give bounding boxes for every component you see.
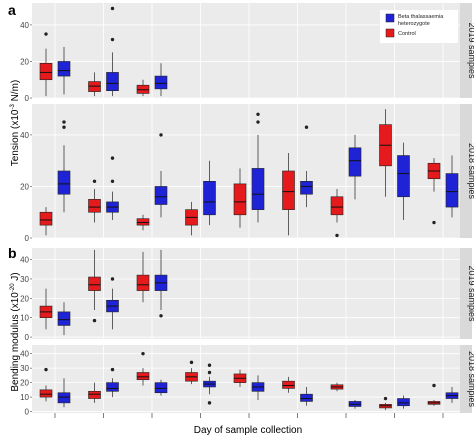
outlier-p1-f1-d4-beta-2 (207, 401, 212, 405)
box-p1-f1-d1-control (39, 389, 53, 398)
box-p0-f1-d2-control (88, 199, 101, 213)
box-p0-f0-d2-beta (106, 72, 119, 91)
facet-strip-p0-f0 (460, 3, 472, 98)
box-p0-f1-d9-beta (445, 173, 459, 208)
box-p0-f0-d1-control (39, 62, 53, 81)
facet-strip-label-p0-f0: 2019 samples (467, 22, 474, 79)
panel-letter-b: b (8, 245, 17, 261)
box-p0-f0-d3-beta (154, 75, 168, 90)
outlier-p0-f1-d5-beta-0 (256, 120, 260, 124)
legend-label-control: Control (398, 31, 416, 37)
y-tick-label-p0-f0-2: 40 (20, 21, 29, 30)
panels-layer: 0 20 40 2019 samples 0 20 40 2018 samples 0 10 20 3… (20, 3, 474, 418)
outlier-p0-f0-d2-beta-0 (110, 37, 115, 42)
legend-swatch-beta (385, 13, 395, 23)
box-p1-f1-d3-beta (154, 382, 168, 394)
legend-swatch-control (385, 28, 395, 38)
facet-strip-p0-f1 (460, 104, 472, 238)
facet-strip-p1-f1 (460, 345, 472, 413)
facet-background-p0-f1 (32, 104, 460, 238)
y-tick-label-p1-f0-2: 20 (20, 294, 29, 303)
box-p1-f1-d8-beta (397, 398, 410, 407)
outlier-p0-f1-d3-beta-0 (159, 133, 163, 137)
box-p0-f1-d1-control (39, 211, 53, 226)
marks-layer (39, 6, 459, 411)
box-p0-f1-d4-beta (203, 181, 216, 216)
facet-background-p1-f0 (32, 248, 460, 339)
box-p0-f0-d1-beta (57, 61, 71, 77)
box-p1-f1-d2-control (88, 390, 101, 399)
facet-strip-label-p0-f1: 2018 samples (467, 143, 474, 200)
box-p0-f1-d5-control (233, 183, 247, 216)
outlier-p0-f1-d2-control-0 (92, 179, 97, 184)
outlier-p0-f1-d1-beta-0 (62, 125, 66, 129)
outlier-p1-f1-d1-control-0 (44, 367, 48, 372)
box-p0-f1-d3-beta (154, 186, 168, 205)
y-tick-label-p0-f0-1: 20 (20, 57, 29, 66)
outlier-p0-f1-d2-beta-0 (110, 179, 115, 184)
box-p1-f1-d3-control (136, 372, 150, 381)
outlier-p0-f1-d7-control-0 (335, 233, 339, 238)
box-p0-f1-d7-control (330, 196, 344, 216)
y-tick-label-p0-f1-1: 20 (20, 182, 29, 191)
y-tick-label-p0-f1-2: 40 (20, 131, 29, 140)
box-p1-f1-d6-control (282, 380, 295, 389)
outlier-p0-f0-d2-beta-1 (110, 6, 115, 11)
box-p0-f1-d5-beta (251, 168, 265, 210)
outlier-p0-f1-d2-beta-1 (110, 156, 115, 160)
facet-strip-label-p1-f0: 2019 samples (467, 265, 474, 322)
y-tick-label-p1-f0-1: 10 (20, 314, 29, 323)
box-p0-f1-d8-beta (397, 155, 410, 198)
outlier-p0-f1-d1-beta-1 (62, 120, 66, 124)
box-p1-f0-d1-beta (57, 311, 71, 326)
outlier-p1-f1-d4-beta-1 (207, 370, 212, 375)
outlier-p0-f1-d5-beta-1 (256, 112, 260, 117)
outlier-p0-f1-d9-control-0 (432, 220, 436, 225)
outlier-p1-f1-d4-control-0 (189, 360, 194, 365)
y-axis-title-bending-modulus: Bending modulus (x10-20 J) (10, 272, 21, 391)
legend-label-beta-line1: Beta thalassaemia (398, 14, 444, 20)
y-tick-label-p1-f0-0: 0 (25, 333, 30, 342)
y-tick-label-p0-f0-0: 0 (25, 94, 30, 103)
outlier-p1-f1-d3-control-0 (141, 351, 145, 356)
x-axis-title: Day of sample collection (194, 425, 302, 436)
y-tick-label-p1-f1-2: 20 (20, 379, 29, 388)
outlier-p1-f1-d8-control-0 (383, 396, 388, 401)
y-tick-label-p0-f1-0: 0 (25, 234, 30, 243)
box-p0-f1-d7-beta (348, 147, 362, 177)
legend-label-beta-line2: heterozygote (398, 21, 430, 27)
y-tick-label-p1-f1-3: 30 (20, 364, 29, 373)
box-p0-f1-d3-control (136, 218, 150, 226)
outlier-p0-f0-d1-control-0 (44, 32, 48, 36)
box-p0-f1-d6-control (282, 170, 295, 210)
outlier-p0-f1-d6-beta-0 (304, 125, 309, 129)
outlier-p1-f0-d3-beta-0 (159, 314, 163, 318)
panel-letter-a: a (8, 2, 16, 18)
box-p1-f1-d1-beta (57, 392, 71, 404)
facet-strip-label-p1-f1: 2018 samples (467, 351, 474, 408)
y-tick-label-p1-f0-3: 30 (20, 275, 29, 284)
outlier-p1-f0-d2-control-0 (92, 318, 97, 323)
box-p0-f1-d1-beta (57, 170, 71, 195)
y-tick-label-p1-f1-0: 0 (25, 408, 30, 417)
y-tick-label-p1-f1-1: 10 (20, 393, 29, 402)
facet-strip-p1-f0 (460, 248, 472, 339)
outlier-p1-f0-d2-beta-0 (110, 277, 115, 281)
box-p0-f1-d6-beta (300, 181, 313, 195)
box-p1-f1-d2-beta (106, 382, 119, 392)
y-tick-label-p1-f1-4: 40 (20, 350, 29, 359)
box-p1-f0-d2-control (88, 276, 101, 291)
box-p1-f0-d3-control (136, 274, 150, 291)
y-tick-label-p1-f0-4: 40 (20, 256, 29, 265)
y-axis-title-tension: Tension (x10-3 N/m) (10, 80, 21, 167)
legend: Beta thalassaemia heterozygote Control (380, 10, 458, 43)
outlier-p1-f1-d2-beta-0 (110, 367, 115, 372)
outlier-p1-f1-d9-control-0 (432, 383, 436, 388)
outlier-p1-f1-d4-beta-0 (207, 363, 212, 367)
box-p1-f1-d6-beta (300, 393, 313, 402)
